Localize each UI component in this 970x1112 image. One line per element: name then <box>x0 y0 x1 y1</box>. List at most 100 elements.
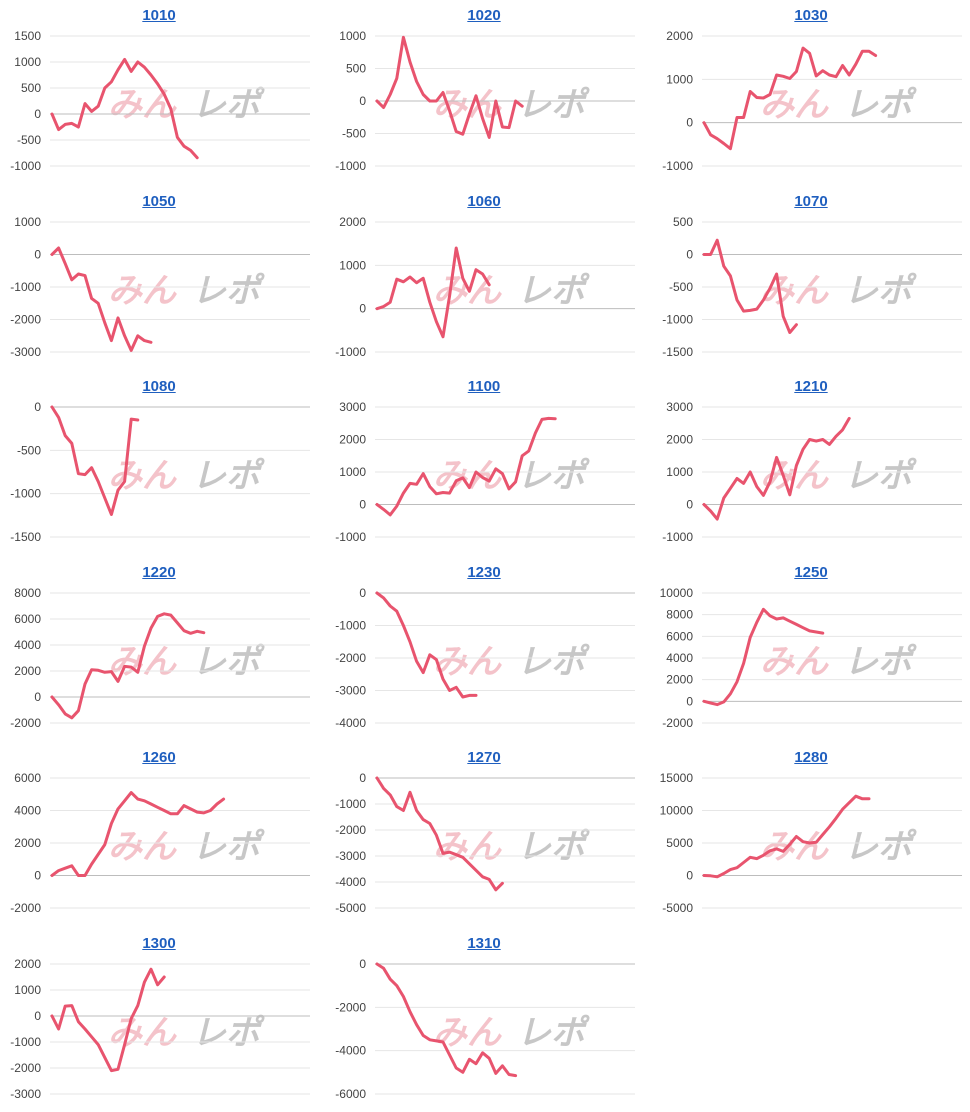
y-tick-label: -1000 <box>662 530 693 544</box>
y-tick-label: -500 <box>17 443 41 457</box>
watermark-right: レポ <box>192 1013 265 1053</box>
chart-title-link[interactable]: 1220 <box>142 564 176 581</box>
watermark-left: みん <box>433 1013 502 1053</box>
y-tick-label: -1000 <box>662 159 693 173</box>
chart-title-link[interactable]: 1100 <box>467 378 501 395</box>
chart-panel: 1010 みん レポ 1500 1000 500 0 -500 -1000 <box>0 4 318 184</box>
chart-panel: 1080 みん レポ 0 -500 -1000 -1500 <box>0 375 318 555</box>
watermark-right: レポ <box>517 271 590 311</box>
chart-title-link[interactable]: 1060 <box>467 193 501 210</box>
y-tick-label: 10000 <box>660 804 694 818</box>
chart-plot: みん レポ 1500 1000 500 0 -500 -1000 <box>10 29 310 173</box>
chart-title-link[interactable]: 1210 <box>794 378 828 395</box>
chart-title-link[interactable]: 1020 <box>467 7 501 24</box>
y-tick-label: 0 <box>34 400 41 414</box>
y-tick-label: 4000 <box>14 804 41 818</box>
y-tick-label: -2000 <box>10 313 41 327</box>
y-tick-label: 15000 <box>660 771 694 785</box>
y-tick-label: 2000 <box>339 215 366 229</box>
chart-title-link[interactable]: 1300 <box>142 935 176 952</box>
y-tick-label: 2000 <box>666 29 693 43</box>
chart-title-link[interactable]: 1280 <box>794 749 828 766</box>
y-tick-label: -1500 <box>662 345 693 359</box>
y-tick-label: 0 <box>359 94 366 108</box>
y-tick-label: 0 <box>34 107 41 121</box>
chart-panel: 1210 みん レポ 3000 2000 1000 0 -1000 <box>652 375 970 555</box>
y-tick-label: 3000 <box>666 400 693 414</box>
watermark-right: レポ <box>192 456 265 496</box>
y-tick-label: 0 <box>34 248 41 262</box>
y-tick-label: -1000 <box>10 487 41 501</box>
watermark-right: レポ <box>844 271 917 311</box>
watermark-right: レポ <box>517 827 590 867</box>
chart-plot: みん レポ 2000 1000 0 -1000 -2000 -3000 <box>10 957 310 1101</box>
chart-title-link[interactable]: 1010 <box>142 7 176 24</box>
chart-panel: 1280 みん レポ 15000 10000 5000 0 -5000 <box>652 746 970 926</box>
chart-title-link[interactable]: 1030 <box>794 7 828 24</box>
series-line <box>50 246 153 352</box>
chart-plot: みん レポ0-500-1000-1500 <box>10 400 310 544</box>
y-tick-label: 500 <box>673 215 693 229</box>
y-tick-label: -2000 <box>10 1061 41 1075</box>
chart-title-link[interactable]: 1270 <box>467 749 501 766</box>
watermark-right: レポ <box>192 85 265 125</box>
watermark-right: レポ <box>192 642 265 682</box>
chart-title-link[interactable]: 1250 <box>794 564 828 581</box>
y-tick-label: 1000 <box>339 465 366 479</box>
y-tick-label: -1500 <box>10 530 41 544</box>
chart-panel: 1030 みん レポ 2000 1000 0 -1000 <box>652 4 970 184</box>
y-tick-label: 8000 <box>14 586 41 600</box>
chart-title-link[interactable]: 1310 <box>467 935 501 952</box>
watermark-right: レポ <box>844 85 917 125</box>
chart-panel: 1270 みん レポ 0 -1000 -2000 -3000 -4000 -5000 <box>325 746 643 926</box>
chart-title-link[interactable]: 1260 <box>142 749 176 766</box>
series-line <box>50 405 140 516</box>
series-line <box>702 238 798 334</box>
chart-panel: 1230 みん レポ 0 -1000 -2000 -3000 -4000 <box>325 561 643 741</box>
y-tick-label: 0 <box>686 498 693 512</box>
y-tick-label: -1000 <box>335 345 366 359</box>
chart-plot: みん レポ 500 0 -500 -1000 -1500 <box>662 215 962 359</box>
y-tick-label: -6000 <box>335 1087 366 1101</box>
series-line <box>375 776 504 892</box>
series-line <box>50 57 199 160</box>
y-tick-label: 2000 <box>14 664 41 678</box>
chart-title-link[interactable]: 1230 <box>467 564 501 581</box>
series-line <box>50 612 206 720</box>
watermark-left: みん <box>760 642 829 682</box>
watermark-right: レポ <box>192 827 265 867</box>
series-line <box>702 794 871 879</box>
chart-title-link[interactable]: 1080 <box>142 378 176 395</box>
y-tick-label: -5000 <box>662 901 693 915</box>
chart-panel: 1260 みん レポ 6000 4000 2000 0 -2000 <box>0 746 318 926</box>
watermark-left: みん <box>433 271 502 311</box>
series-line <box>375 962 518 1078</box>
y-tick-label: -4000 <box>335 875 366 889</box>
series-line <box>702 607 825 707</box>
y-tick-label: -500 <box>669 280 693 294</box>
y-tick-label: 1000 <box>339 29 366 43</box>
y-tick-label: -1000 <box>662 313 693 327</box>
y-tick-label: -1000 <box>335 619 366 633</box>
chart-panel: 1250 みん レポ 10000 8000 6000 4000 2000 0 -2000 <box>652 561 970 741</box>
chart-title-link[interactable]: 1050 <box>142 193 176 210</box>
chart-title-link[interactable]: 1070 <box>794 193 828 210</box>
chart-plot: みん レポ 0 -2000 -4000 -6000 <box>335 957 635 1101</box>
watermark-right: レポ <box>844 827 917 867</box>
y-tick-label: 1000 <box>14 55 41 69</box>
y-tick-label: 500 <box>21 81 41 95</box>
y-tick-label: -2000 <box>335 1000 366 1014</box>
y-tick-label: -4000 <box>335 716 366 730</box>
series-line <box>702 46 878 151</box>
series-line <box>375 35 524 139</box>
watermark-right: レポ <box>517 642 590 682</box>
chart-panel: 1060 みん レポ 2000 1000 0 -1000 <box>325 190 643 370</box>
y-tick-label: -1000 <box>335 797 366 811</box>
y-tick-label: -2000 <box>10 716 41 730</box>
watermark-left: みん <box>108 271 177 311</box>
